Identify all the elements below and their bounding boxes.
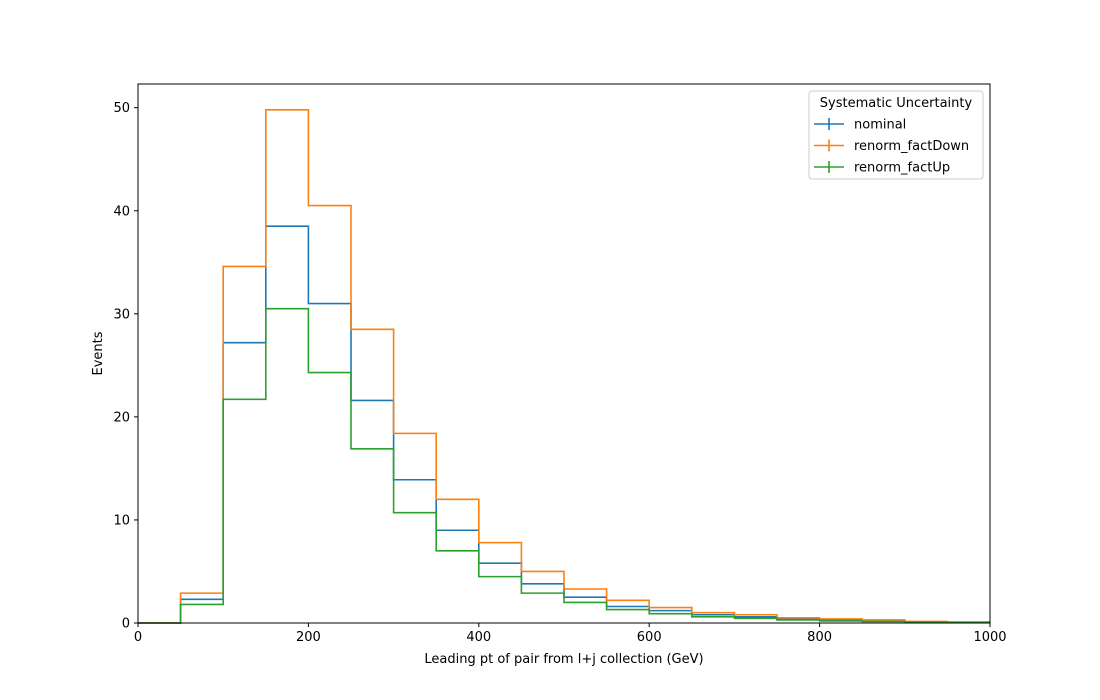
x-tick-label: 200 bbox=[296, 630, 321, 645]
x-tick-label: 0 bbox=[134, 630, 142, 645]
plot-area bbox=[138, 108, 990, 624]
legend-items: nominal renorm_factDown renorm_factUp bbox=[814, 118, 969, 176]
y-tick-label: 40 bbox=[113, 204, 130, 219]
y-tick-label: 10 bbox=[113, 513, 130, 528]
x-tick-label: 400 bbox=[466, 630, 491, 645]
legend-label: renorm_factDown bbox=[854, 139, 969, 154]
y-tick-label: 0 bbox=[122, 617, 130, 632]
x-axis-label: Leading pt of pair from l+j collection (… bbox=[424, 652, 703, 667]
legend-label: nominal bbox=[854, 118, 906, 133]
legend-label: renorm_factUp bbox=[854, 161, 950, 176]
series-renorm_factUp bbox=[138, 307, 990, 624]
legend-title: Systematic Uncertainty bbox=[820, 96, 973, 111]
legend-item-renorm_factUp: renorm_factUp bbox=[814, 161, 950, 176]
axes-frame bbox=[137, 83, 991, 624]
x-tick-label: 600 bbox=[637, 630, 662, 645]
y-tick-label: 30 bbox=[113, 307, 130, 322]
y-tick-label: 20 bbox=[113, 410, 130, 425]
x-tick-label: 1000 bbox=[973, 630, 1006, 645]
legend: Systematic Uncertainty nominal renorm_fac… bbox=[808, 90, 984, 180]
x-tick-label: 800 bbox=[807, 630, 832, 645]
y-tick-label: 50 bbox=[113, 101, 130, 116]
legend-box bbox=[808, 90, 984, 180]
legend-item-nominal: nominal bbox=[814, 118, 906, 133]
y-axis-label: Events bbox=[91, 331, 106, 375]
axes-ticks: 0 200 400 600 800 1000 0 10 20 30 40 50 bbox=[113, 101, 1006, 645]
legend-item-renorm_factDown: renorm_factDown bbox=[814, 139, 969, 154]
